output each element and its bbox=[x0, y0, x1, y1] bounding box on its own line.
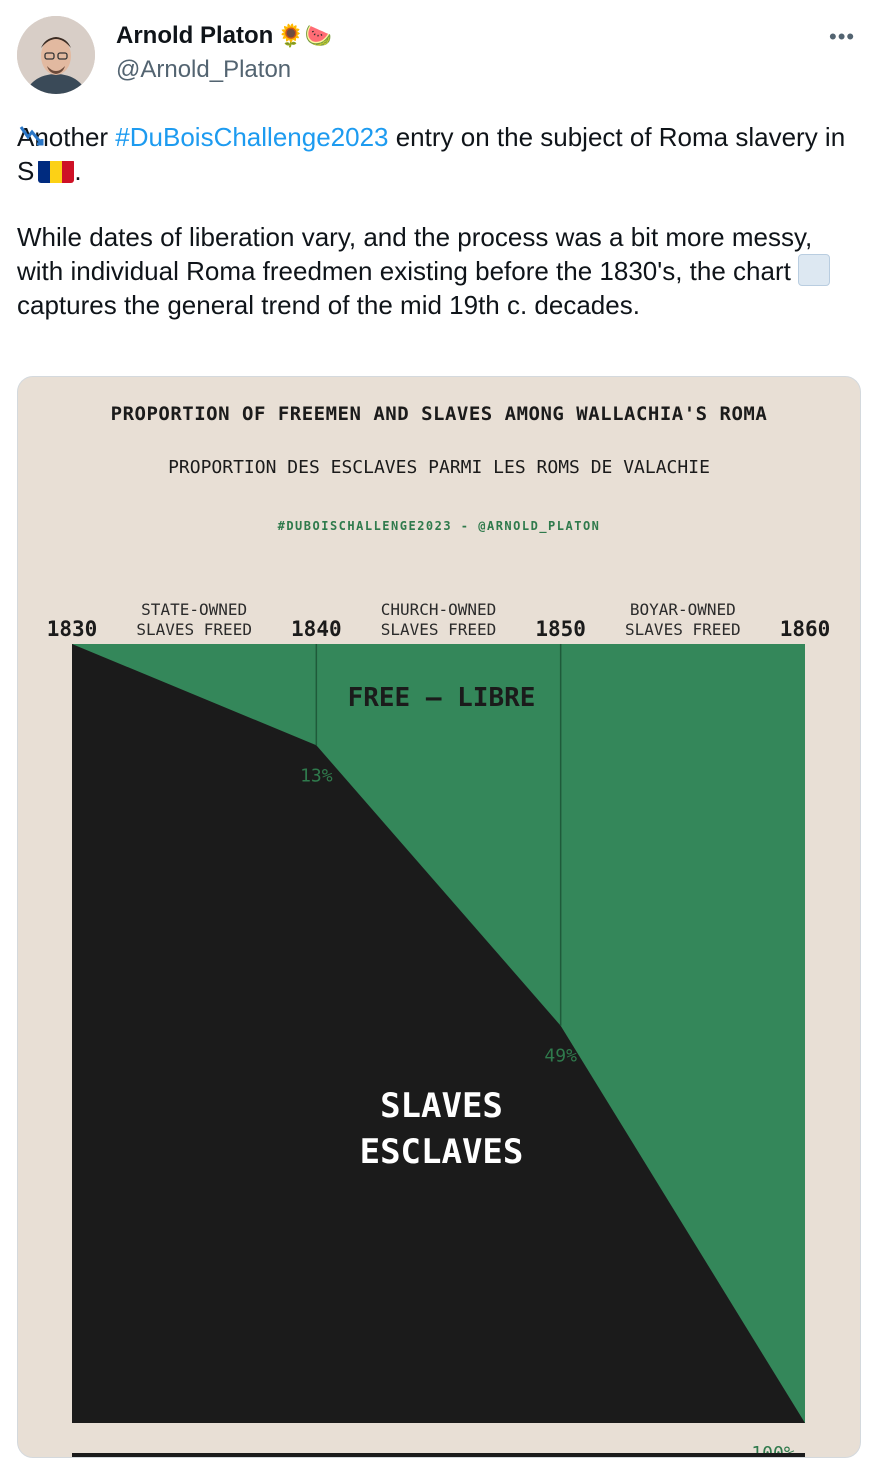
period-label: CHURCH-OWNED bbox=[381, 600, 497, 619]
more-dots-icon[interactable]: ••• bbox=[829, 24, 856, 49]
chart-credit: #DUBOISCHALLENGE2023 - @ARNOLD_PLATON bbox=[277, 519, 601, 533]
tweet-text-segment: While dates of liberation vary, and the … bbox=[17, 222, 813, 286]
author-name-text[interactable]: Arnold Platon bbox=[116, 22, 274, 49]
x-tick-label: 1830 bbox=[47, 617, 98, 641]
x-tick-label: 1860 bbox=[780, 617, 831, 641]
percent-label: 13% bbox=[300, 765, 333, 786]
period-label: STATE-OWNED bbox=[141, 600, 247, 619]
next-bar-peek bbox=[72, 1453, 805, 1457]
tweet-text-segment: . bbox=[74, 156, 82, 186]
free-region-label: FREE — LIBRE bbox=[348, 683, 536, 713]
percent-label: 49% bbox=[544, 1046, 577, 1067]
author-name[interactable]: Arnold Platon 🌻🍉 bbox=[116, 22, 332, 50]
author-handle[interactable]: @Arnold_Platon bbox=[116, 56, 292, 83]
chart-image[interactable]: PROPORTION OF FREEMEN AND SLAVES AMONG W… bbox=[17, 376, 861, 1458]
chart-subtitle: PROPORTION DES ESCLAVES PARMI LES ROMS D… bbox=[168, 457, 710, 478]
tweet-text-segment: captures the general trend of the mid 19… bbox=[17, 290, 640, 320]
romania-flag-icon bbox=[38, 159, 75, 183]
tweet-text-segment: Another bbox=[17, 122, 116, 152]
hashtag-link[interactable]: #DuBoisChallenge2023 bbox=[115, 122, 389, 152]
tweet-text-segment: entry on the subject of Roma slavery in … bbox=[17, 122, 846, 186]
slaves-area bbox=[72, 644, 805, 1423]
x-tick-label: 1840 bbox=[291, 617, 342, 641]
period-label: SLAVES FREED bbox=[381, 620, 497, 639]
tweet-paragraph-1: Another #DuBoisChallenge2023 entry on th… bbox=[17, 120, 847, 188]
slaves-region-label: ESCLAVES bbox=[360, 1132, 524, 1172]
period-label: BOYAR-OWNED bbox=[630, 600, 736, 619]
avatar[interactable] bbox=[17, 16, 95, 94]
tweet-text: Another #DuBoisChallenge2023 entry on th… bbox=[17, 120, 847, 322]
tweet-paragraph-2: While dates of liberation vary, and the … bbox=[17, 126, 847, 322]
chart-decreasing-icon bbox=[19, 126, 831, 286]
period-label: SLAVES FREED bbox=[136, 620, 252, 639]
x-tick-label: 1850 bbox=[535, 617, 586, 641]
period-label: SLAVES FREED bbox=[625, 620, 741, 639]
avatar-image bbox=[17, 16, 95, 94]
chart-title: PROPORTION OF FREEMEN AND SLAVES AMONG W… bbox=[110, 403, 768, 425]
slaves-region-label: SLAVES bbox=[380, 1086, 503, 1126]
author-badges: 🌻🍉 bbox=[277, 24, 333, 49]
